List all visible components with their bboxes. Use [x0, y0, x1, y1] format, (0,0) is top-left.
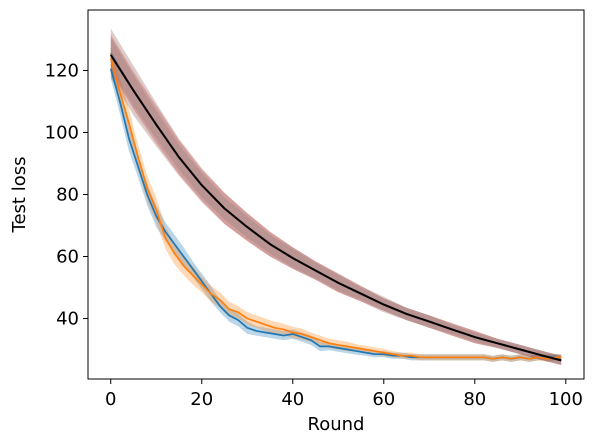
y-tick-label: 80 [56, 185, 79, 206]
confidence-band-1 [110, 45, 562, 362]
x-axis-ticks: 0 20 40 60 80 100 [105, 379, 583, 410]
x-tick-label: 100 [549, 389, 583, 410]
y-tick-label: 40 [56, 309, 79, 330]
series-line-0 [109, 68, 562, 360]
confidence-band-0 [110, 59, 562, 362]
y-axis-ticks: 40 60 80 100 120 [45, 60, 88, 330]
confidence-bands [110, 28, 562, 366]
x-tick-label: 80 [463, 389, 486, 410]
plot-frame [87, 9, 585, 380]
x-tick-label: 20 [190, 389, 213, 410]
x-axis-label: Round [308, 414, 365, 435]
y-tick-label: 60 [56, 247, 79, 268]
y-axis-label: Test loss [9, 157, 30, 234]
x-tick-label: 40 [281, 389, 304, 410]
series-line-1 [109, 57, 562, 360]
x-tick-label: 0 [105, 389, 116, 410]
confidence-band-3 [110, 28, 562, 365]
x-tick-label: 60 [372, 389, 395, 410]
y-tick-label: 100 [45, 122, 79, 143]
confidence-band-2 [110, 34, 562, 366]
y-tick-label: 120 [45, 60, 79, 81]
confidence-band-4 [110, 37, 562, 366]
series-lines [109, 52, 562, 362]
series-line-4 [110, 52, 562, 362]
series-line-5 [109, 54, 562, 362]
series-line-2 [110, 52, 562, 362]
series-line-3 [110, 52, 562, 362]
